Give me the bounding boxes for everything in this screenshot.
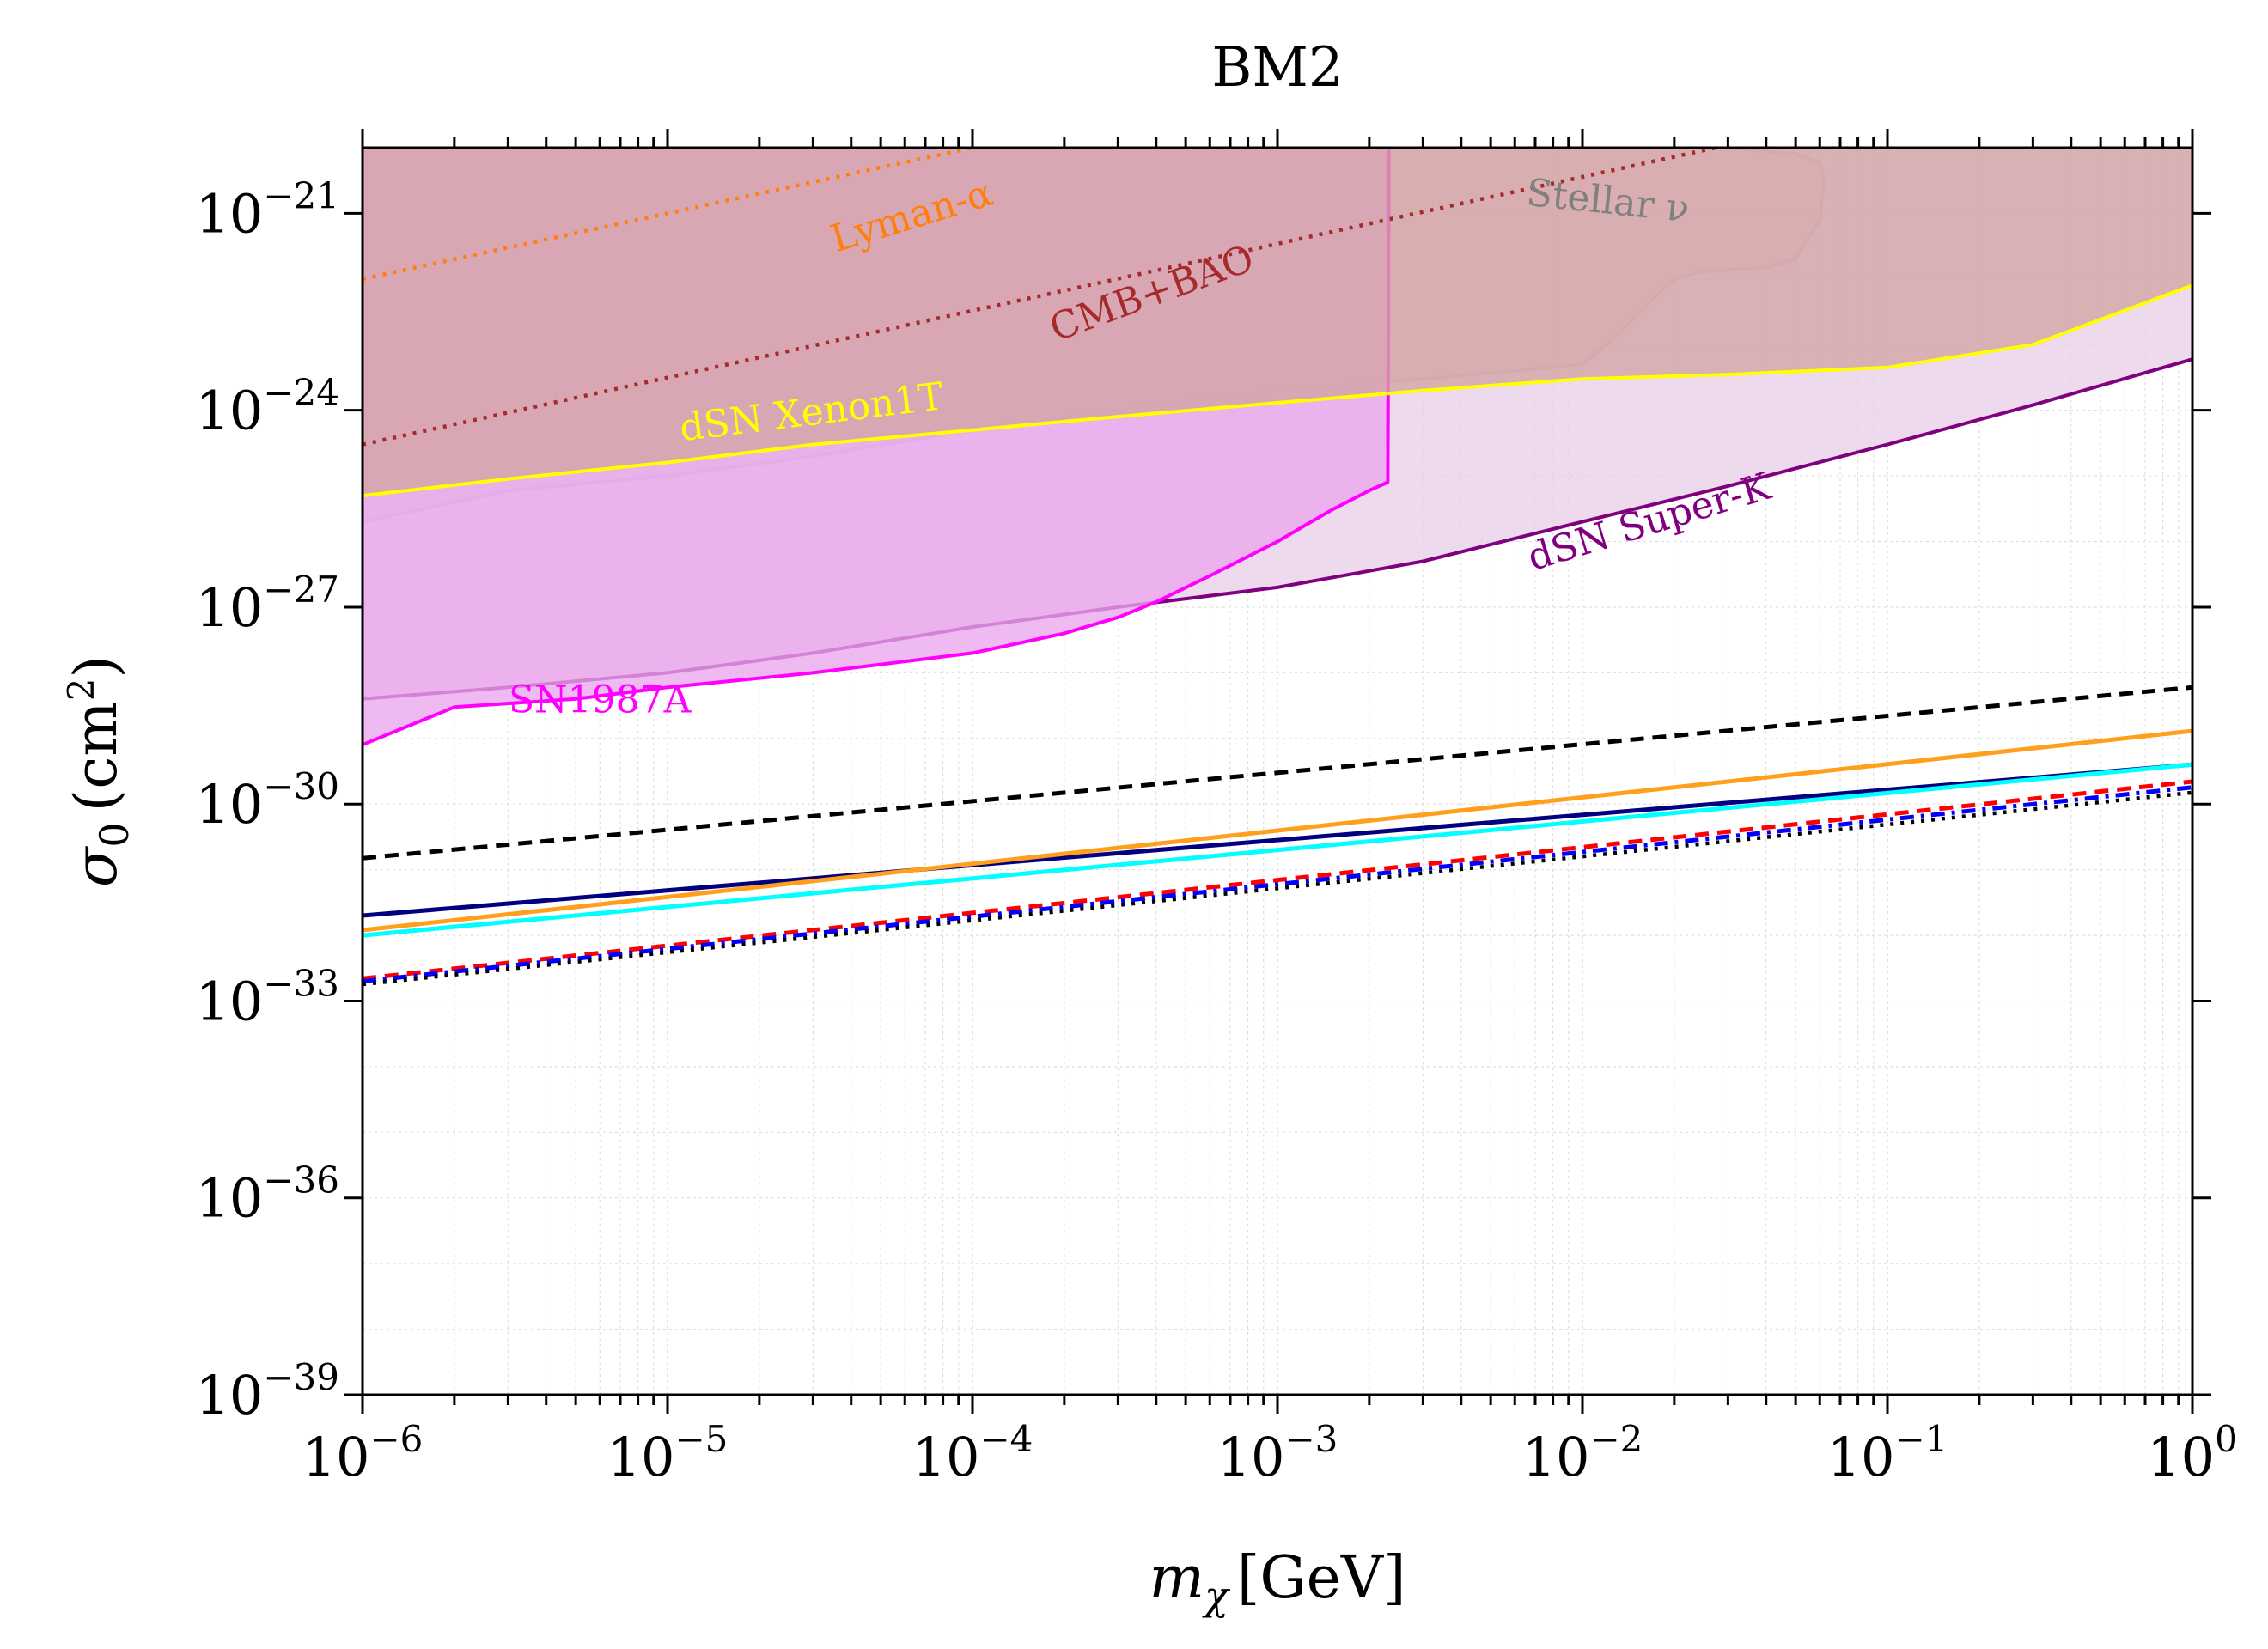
series-lines — [363, 148, 2192, 987]
axis-ticks — [344, 129, 2211, 1414]
series-line-7 — [363, 779, 2192, 981]
series-line-2 — [363, 148, 1725, 447]
x-tick-labels: 10−6 10−5 10−4 10−3 10−2 10−1 100 — [302, 1418, 2238, 1488]
y-tick-label: 10−33 — [195, 963, 339, 1033]
x-tick-label: 10−2 — [1522, 1418, 1643, 1488]
y-tick-labels: 10−21 10−24 10−27 10−30 10−33 10−36 10−39 — [195, 174, 339, 1427]
series-line-5 — [363, 728, 2192, 933]
x-tick-label: 10−3 — [1217, 1418, 1338, 1488]
x-tick-label: 10−1 — [1827, 1418, 1948, 1488]
series-line-9 — [363, 790, 2192, 987]
x-tick-label: 10−4 — [912, 1418, 1033, 1488]
annotation-sn1987a: SN1987A — [509, 678, 692, 721]
y-tick-label: 10−36 — [195, 1159, 339, 1230]
x-tick-label: 10−5 — [607, 1418, 729, 1488]
regions — [363, 148, 2192, 747]
x-axis-label: mχ [GeV] — [1149, 1544, 1405, 1619]
sn1987a-boundary — [363, 148, 1391, 747]
series-line-3 — [363, 685, 2192, 861]
y-tick-label: 10−24 — [195, 372, 339, 442]
series-line-1 — [363, 148, 973, 281]
dsn-xenon1t-boundary — [363, 283, 2192, 498]
y-tick-label: 10−27 — [195, 569, 339, 639]
y-axis-label: σ0(cm2) — [60, 655, 137, 887]
series-line-8 — [363, 785, 2192, 983]
series-line-4 — [363, 762, 2192, 918]
y-tick-label: 10−39 — [195, 1356, 339, 1427]
x-tick-label: 10−6 — [302, 1418, 424, 1488]
y-tick-label: 10−30 — [195, 765, 339, 836]
chart-title: BM2 — [1211, 36, 1343, 100]
series-line-6 — [363, 762, 2192, 938]
y-tick-label: 10−21 — [195, 174, 339, 245]
dsn-xenon1t-region-fill — [363, 148, 2192, 496]
x-tick-label: 100 — [2147, 1418, 2238, 1488]
